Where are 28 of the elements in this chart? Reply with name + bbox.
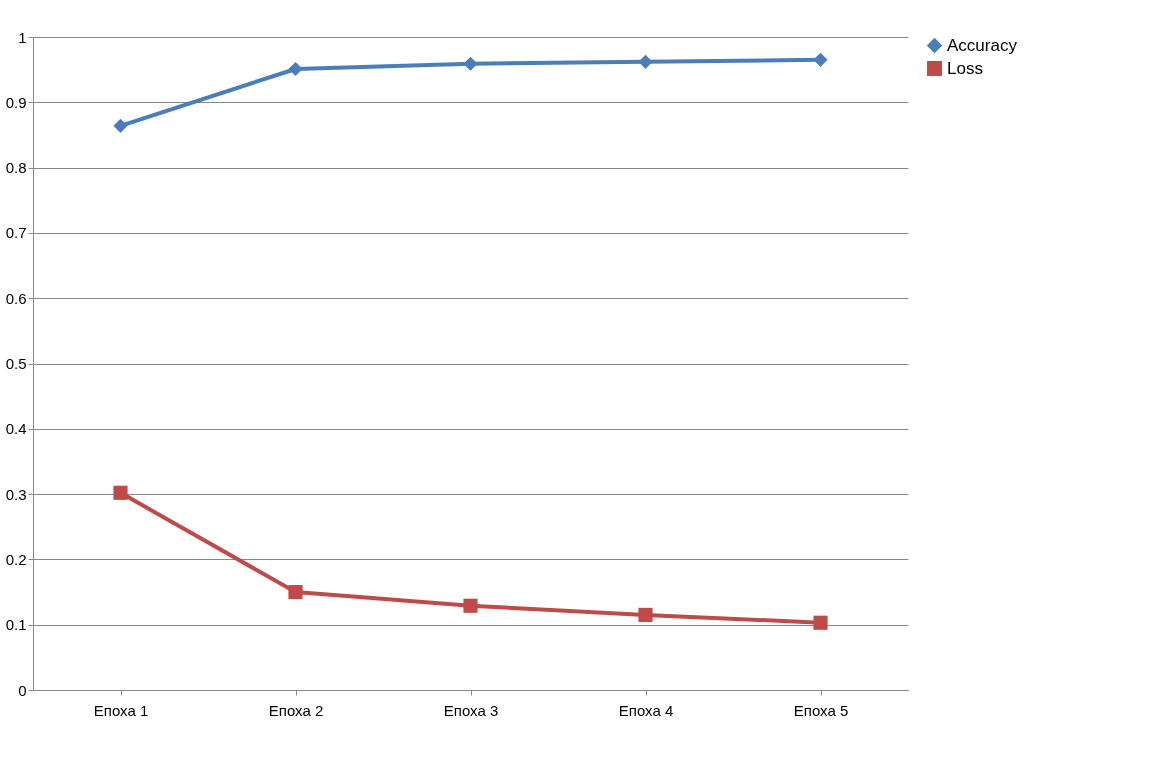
point (288, 61, 303, 77)
point (638, 607, 653, 622)
legend-label: Accuracy (947, 35, 1018, 55)
y-tick-label: 0.5 (5, 355, 27, 372)
point (288, 584, 303, 600)
x-tick-label: Епоха 4 (618, 701, 674, 719)
y-tick-label: 0.7 (5, 224, 27, 242)
y-tick-label: 0.2 (5, 550, 27, 568)
point (463, 598, 478, 613)
y-tick-label: 0.3 (5, 485, 27, 503)
y-tick-label: 0.8 (5, 159, 27, 177)
point (463, 56, 478, 71)
point (113, 485, 128, 500)
y-tick-label: 1 (18, 28, 27, 46)
point (113, 118, 128, 133)
legend-label: Loss (947, 58, 983, 78)
x-tick-label: Епоха 3 (443, 701, 499, 719)
y-tick-label: 0 (18, 681, 27, 699)
point (813, 52, 828, 67)
y-tick-label: 0.6 (5, 289, 27, 307)
y-tick-label: 0.4 (5, 420, 27, 438)
x-tick-label: Епоха 2 (268, 701, 324, 719)
point (638, 54, 653, 69)
x-tick-label: Епоха 1 (93, 701, 149, 719)
y-tick-label: 0.1 (5, 616, 27, 634)
x-tick-label: Епоха 5 (793, 701, 849, 719)
point (813, 615, 828, 630)
y-tick-label: 0.9 (5, 93, 27, 111)
